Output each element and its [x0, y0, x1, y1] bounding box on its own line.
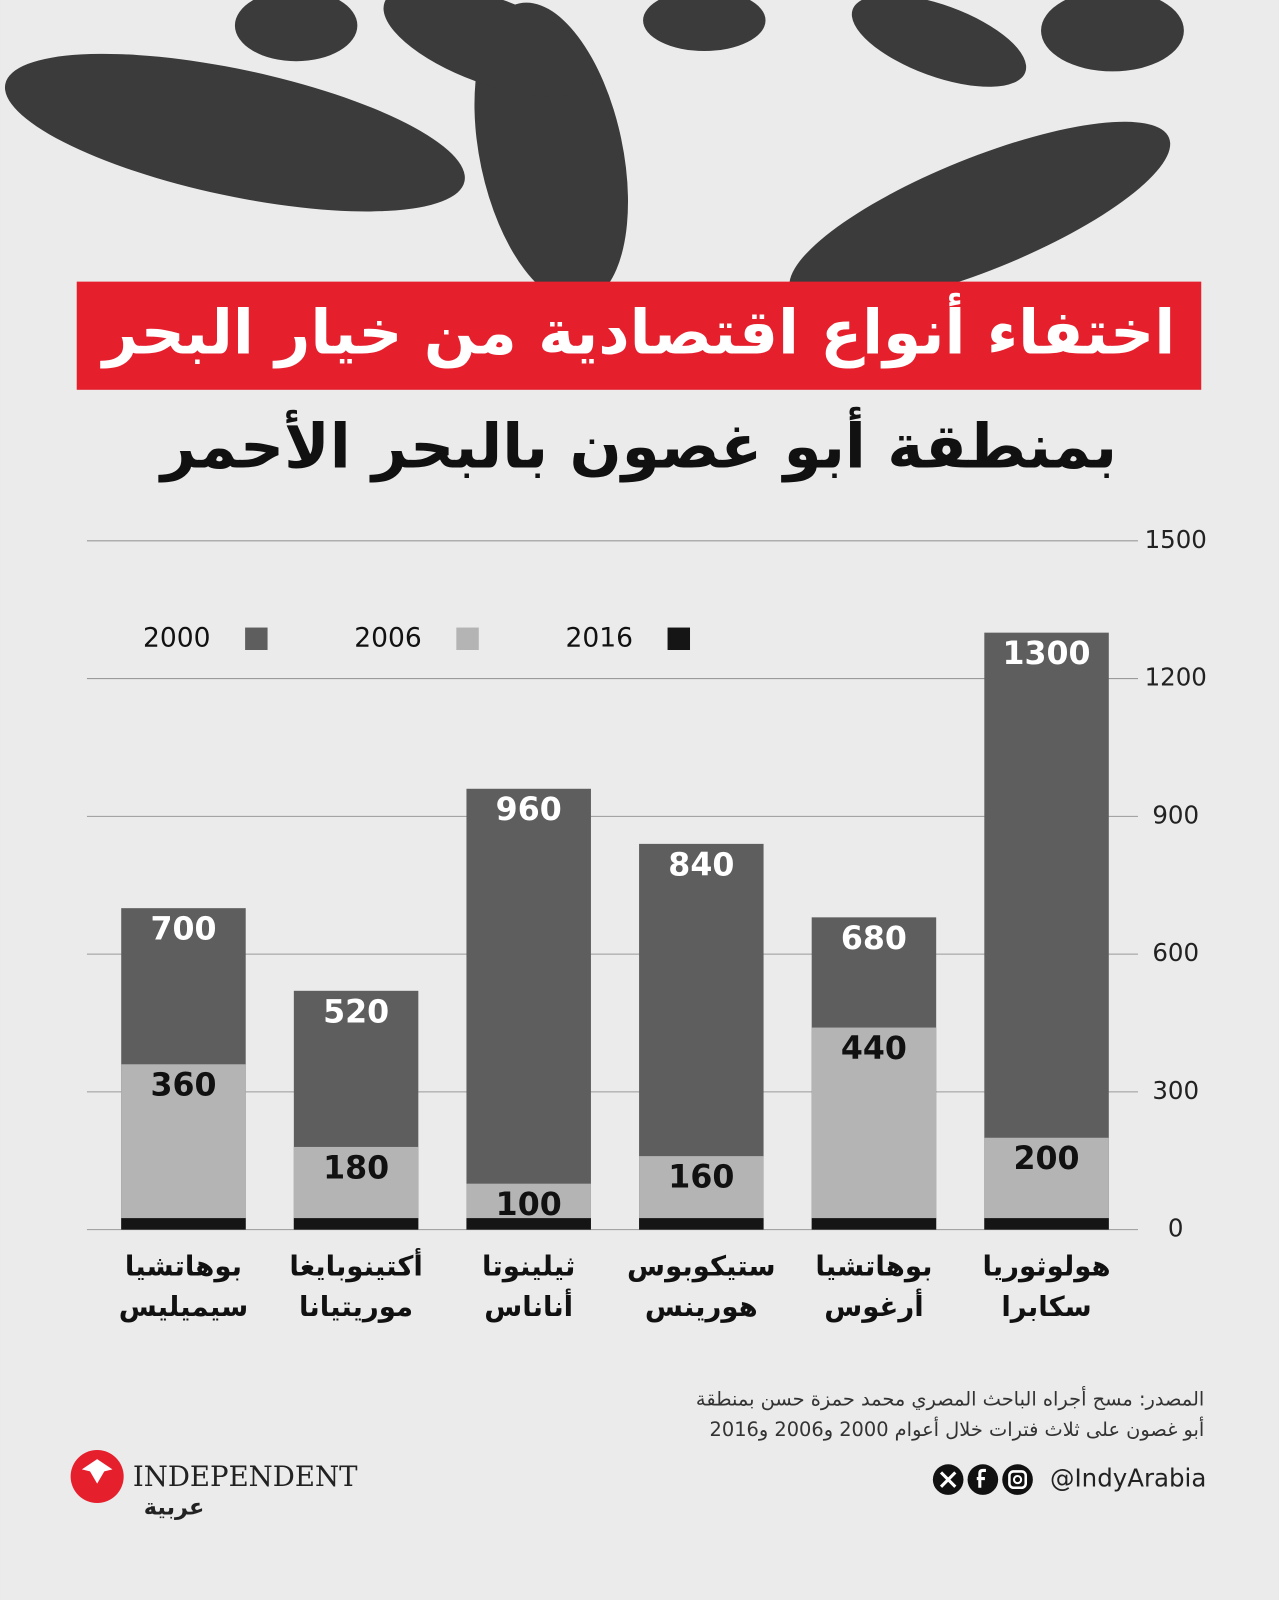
logo-sub: عربية [144, 1495, 204, 1521]
bar [639, 1218, 764, 1230]
y-tick-label: 1200 [1145, 663, 1207, 692]
bar [984, 1137, 1109, 1230]
sea-cucumber [4, 53, 465, 212]
instagram-glyph [1008, 1470, 1027, 1490]
x-tick-label: هولوثوريا [982, 1250, 1110, 1282]
facebook-glyph [976, 1468, 986, 1488]
value-label: 1300 [1003, 636, 1091, 672]
y-tick-label: 0 [1168, 1214, 1184, 1243]
x-tick-label: ثيلينوتا [482, 1250, 575, 1282]
bar [811, 1027, 937, 1230]
value-label: 200 [1014, 1141, 1080, 1177]
legend-label: 2006 [354, 622, 421, 653]
value-label: 100 [496, 1187, 562, 1223]
logo-text: INDEPENDENT [133, 1461, 358, 1493]
value-label: 680 [841, 921, 907, 957]
logo-eagle [81, 1459, 113, 1484]
value-label: 360 [150, 1068, 216, 1104]
x-tick-label: بوهاتشيا [815, 1250, 932, 1282]
sea-cucumber [851, 0, 1027, 87]
x-tick-label: أكتينوبايغا [289, 1247, 422, 1282]
x-tick-label: ستيكوبوس [627, 1250, 775, 1282]
legend-label: 2000 [143, 622, 210, 653]
value-label: 700 [150, 912, 216, 948]
bar [811, 1218, 937, 1230]
x-glyph [939, 1471, 957, 1488]
chart-subtitle: بمنطقة أبو غصون بالبحر الأحمر [158, 407, 1117, 483]
sea-cucumber [234, 0, 358, 62]
legend-swatch [245, 627, 268, 650]
x-tick-label: موريتيانا [299, 1291, 413, 1323]
source-line: المصدر: مسح أجراه الباحث المصري محمد حمز… [696, 1387, 1204, 1411]
source-line: أبو غصون على ثلاث فترات خلال أعوام 2000 … [710, 1417, 1205, 1441]
value-label: 160 [668, 1160, 734, 1196]
sea-cucumber-photo [4, 0, 1184, 307]
x-tick-label: أناناس [484, 1288, 573, 1323]
x-tick-label: سكابرا [1001, 1291, 1091, 1323]
y-tick-label: 600 [1152, 938, 1199, 967]
y-tick-label: 1500 [1145, 525, 1207, 554]
value-label: 520 [323, 994, 389, 1030]
instagram-glyph [1012, 1475, 1023, 1485]
bar [293, 1146, 419, 1230]
bar [984, 632, 1109, 1230]
bar [293, 1218, 419, 1230]
x-tick-label: أرغوس [824, 1288, 923, 1323]
instagram-icon [1002, 1464, 1033, 1495]
sea-cucumber [383, 0, 597, 97]
legend-swatch [456, 627, 479, 650]
sea-cucumber [789, 121, 1171, 307]
sea-cucumber [643, 0, 766, 52]
sea-cucumber [1041, 0, 1184, 72]
value-label: 840 [668, 847, 734, 883]
y-tick-label: 300 [1152, 1076, 1199, 1105]
x-tick-label: سيميليس [119, 1291, 248, 1323]
value-label: 180 [323, 1150, 389, 1186]
title-box [76, 281, 1202, 390]
value-label: 960 [496, 792, 562, 828]
bar [639, 1156, 764, 1230]
bar [466, 1218, 591, 1230]
x-tick-label: هورينس [645, 1291, 758, 1323]
social-handle: @IndyArabia [1050, 1464, 1206, 1493]
chart-title: اختفاء أنواع اقتصادية من خيار البحر [100, 292, 1176, 368]
value-label: 440 [841, 1031, 907, 1067]
bar [121, 1064, 246, 1230]
social-icons [932, 1464, 1033, 1495]
legend-label: 2016 [566, 622, 633, 653]
bar [121, 1218, 246, 1230]
bar [466, 788, 591, 1230]
x-tick-label: بوهاتشيا [125, 1250, 242, 1282]
bar [984, 1218, 1109, 1230]
legend-swatch [667, 627, 691, 650]
y-tick-label: 900 [1152, 800, 1199, 829]
